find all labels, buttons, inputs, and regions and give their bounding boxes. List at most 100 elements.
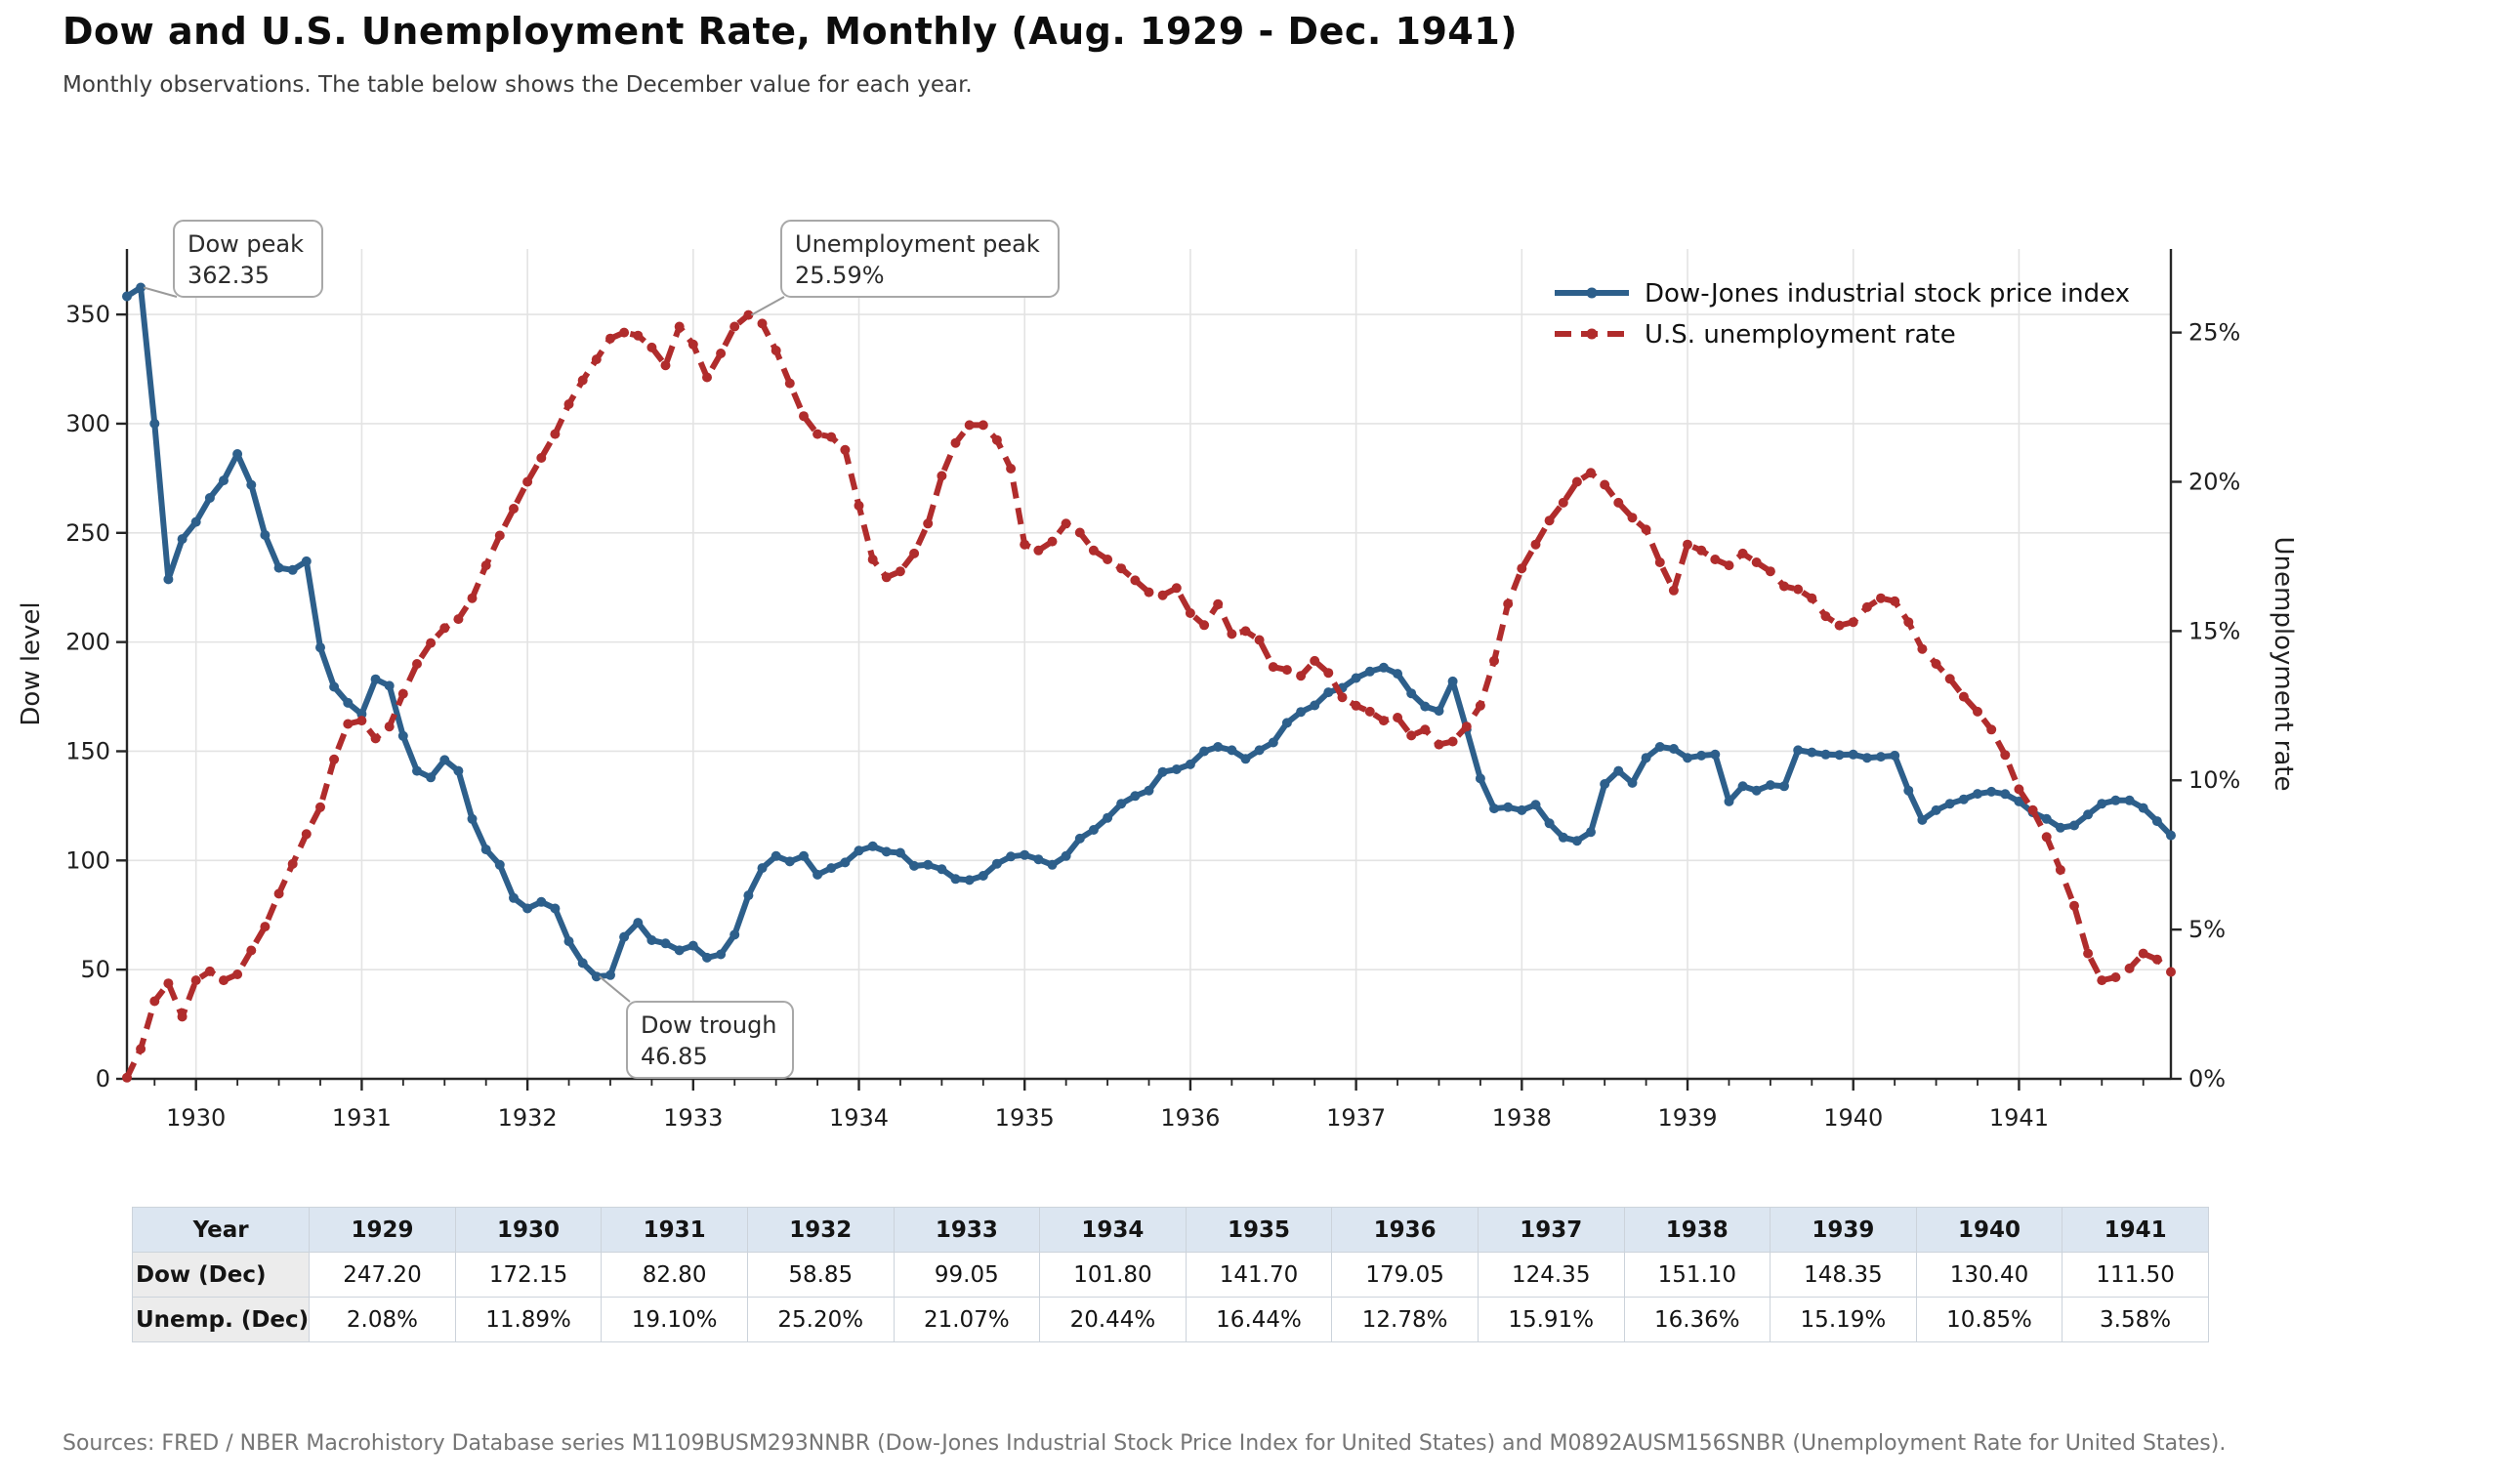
annotation-leader-line <box>143 286 178 298</box>
table-header-cell: 1933 <box>893 1207 1041 1253</box>
unemployment-series-line <box>122 309 2176 1083</box>
table-header-cell: 1931 <box>601 1207 748 1253</box>
y-left-tick-label: 250 <box>65 519 110 547</box>
y-left-tick-label: 150 <box>65 737 110 764</box>
y-left-tick-label: 50 <box>80 956 110 983</box>
y-left-tick-label: 100 <box>65 846 110 874</box>
y-left-tick-label: 0 <box>96 1065 110 1092</box>
x-tick-label: 1941 <box>1989 1104 2049 1132</box>
annotation-label: Unemployment peak <box>795 230 1040 258</box>
legend-marker-dot <box>1586 287 1598 299</box>
annotation-leader-line <box>750 296 785 316</box>
axes-spines <box>125 249 2173 1081</box>
y-left-axis: 0 50 100 150 200 250 300 350 Dow level <box>17 301 127 1092</box>
table-header-cell: 1929 <box>309 1207 456 1253</box>
dow-series-line <box>122 282 2176 982</box>
legend-entry-dow: Dow-Jones industrial stock price index <box>1555 279 2130 309</box>
table-cell: 101.80 <box>1039 1252 1187 1298</box>
table-cell: 16.36% <box>1623 1297 1771 1342</box>
table-header-cell: 1940 <box>1915 1207 2063 1253</box>
annotation-value: 46.85 <box>641 1043 708 1070</box>
table-header-cell: 1936 <box>1331 1207 1479 1253</box>
table-header-cell: 1941 <box>2062 1207 2209 1253</box>
x-tick-label: 1935 <box>995 1104 1055 1132</box>
annotation-dow-trough: Dow trough 46.85 <box>599 975 794 1079</box>
gridlines <box>127 249 2171 1079</box>
y-left-tick-label: 350 <box>65 301 110 328</box>
y-right-tick-label: 5% <box>2188 916 2226 943</box>
y-right-tick-label: 0% <box>2188 1065 2226 1092</box>
table-header-cell: 1939 <box>1770 1207 1917 1253</box>
page-title: Dow and U.S. Unemployment Rate, Monthly … <box>62 10 1519 53</box>
table-cell: 130.40 <box>1915 1252 2063 1298</box>
table-cell: 19.10% <box>601 1297 748 1342</box>
table-cell: 148.35 <box>1770 1252 1917 1298</box>
legend-entry-unemployment: U.S. unemployment rate <box>1555 320 1956 350</box>
table-header-year: Year <box>131 1207 311 1253</box>
y-left-tick-label: 200 <box>65 629 110 656</box>
x-tick-label: 1931 <box>332 1104 392 1132</box>
table-header-cell: 1938 <box>1623 1207 1771 1253</box>
y-right-tick-label: 20% <box>2188 468 2240 495</box>
annotation-box <box>626 1001 794 1079</box>
y-right-tick-label: 15% <box>2188 617 2240 644</box>
table-row: Unemp. (Dec) 2.08% 11.89% 19.10% 25.20% 21.07… <box>131 1297 2209 1342</box>
annotation-label: Dow peak <box>188 230 304 258</box>
annotation-dow-peak: Dow peak 362.35 <box>143 220 323 298</box>
y-left-tick-label: 300 <box>65 410 110 437</box>
table-cell: 15.19% <box>1770 1297 1917 1342</box>
sources-note: Sources: FRED / NBER Macrohistory Databa… <box>62 1431 2227 1456</box>
table-cell: 15.91% <box>1477 1297 1625 1342</box>
december-values-table: Year 1929 1930 1931 1932 1933 1934 1935 1936 1937… <box>131 1207 2209 1342</box>
table-header-cell: 1934 <box>1039 1207 1187 1253</box>
table-cell: 82.80 <box>601 1252 748 1298</box>
table-row-label: Dow (Dec) <box>131 1252 311 1298</box>
x-tick-label: 1933 <box>663 1104 723 1132</box>
table-cell: 124.35 <box>1477 1252 1625 1298</box>
table-cell: 25.20% <box>746 1297 895 1342</box>
table-cell: 111.50 <box>2062 1252 2209 1298</box>
table-cell: 11.89% <box>454 1297 603 1342</box>
x-tick-label: 1937 <box>1326 1104 1386 1132</box>
y-right-tick-label: 10% <box>2188 766 2240 794</box>
december-values-table-wrap: Year 1929 1930 1931 1932 1933 1934 1935 1936 1937… <box>131 1207 2209 1342</box>
table-cell: 21.07% <box>893 1297 1041 1342</box>
page-subtitle: Monthly observations. The table below sh… <box>62 72 973 98</box>
table-cell: 3.58% <box>2062 1297 2209 1342</box>
table-cell: 247.20 <box>309 1252 456 1298</box>
x-tick-label: 1932 <box>498 1104 558 1132</box>
table-cell: 99.05 <box>893 1252 1041 1298</box>
table-header-cell: 1930 <box>454 1207 603 1253</box>
table-cell: 151.10 <box>1623 1252 1771 1298</box>
x-tick-label: 1930 <box>166 1104 226 1132</box>
table-cell: 141.70 <box>1185 1252 1333 1298</box>
table-cell: 20.44% <box>1039 1297 1187 1342</box>
table-header-cell: 1932 <box>746 1207 895 1253</box>
annotation-value: 25.59% <box>795 262 885 289</box>
table-cell: 58.85 <box>746 1252 895 1298</box>
table-cell: 172.15 <box>454 1252 603 1298</box>
table-cell: 2.08% <box>309 1297 456 1342</box>
table-header-cell: 1937 <box>1477 1207 1625 1253</box>
chart-legend: Dow-Jones industrial stock price index U.… <box>1555 279 2130 350</box>
legend-label: Dow-Jones industrial stock price index <box>1645 279 2130 309</box>
y-left-axis-title: Dow level <box>17 601 46 725</box>
table-cell: 10.85% <box>1915 1297 2063 1342</box>
x-tick-label: 1939 <box>1657 1104 1717 1132</box>
table-row-label: Unemp. (Dec) <box>131 1297 311 1342</box>
x-tick-label: 1936 <box>1160 1104 1220 1132</box>
x-tick-label: 1934 <box>829 1104 889 1132</box>
x-tick-label: 1940 <box>1823 1104 1883 1132</box>
annotation-box <box>780 220 1060 298</box>
table-cell: 12.78% <box>1331 1297 1479 1342</box>
y-right-axis: 0% 5% 10% 15% 20% 25% Unemployment rate <box>2171 319 2298 1092</box>
annotation-leader-line <box>599 975 631 1003</box>
annotation-unemployment-peak: Unemployment peak 25.59% <box>750 220 1060 316</box>
annotation-value: 362.35 <box>188 262 270 289</box>
y-right-tick-label: 25% <box>2188 319 2240 347</box>
annotation-label: Dow trough <box>641 1011 777 1039</box>
x-tick-label: 1938 <box>1492 1104 1552 1132</box>
legend-marker-dot <box>1586 328 1598 340</box>
